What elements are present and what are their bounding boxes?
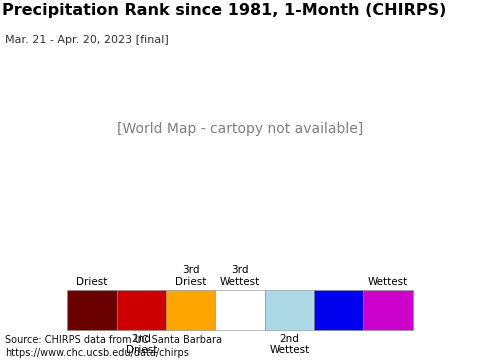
- Bar: [314, 290, 363, 330]
- Text: 3rd
Driest: 3rd Driest: [175, 265, 206, 287]
- Text: Source: CHIRPS data from UC Santa Barbara
https://www.chc.ucsb.edu/data/chirps: Source: CHIRPS data from UC Santa Barbar…: [5, 335, 222, 358]
- Bar: [117, 290, 166, 330]
- Bar: [264, 290, 314, 330]
- Bar: [166, 290, 216, 330]
- Bar: [363, 290, 413, 330]
- Bar: [67, 290, 117, 330]
- Text: Driest: Driest: [76, 277, 108, 287]
- Text: Mar. 21 - Apr. 20, 2023 [final]: Mar. 21 - Apr. 20, 2023 [final]: [5, 35, 168, 45]
- Text: 3rd
Wettest: 3rd Wettest: [220, 265, 260, 287]
- Text: [World Map - cartopy not available]: [World Map - cartopy not available]: [117, 122, 363, 136]
- Text: Precipitation Rank since 1981, 1-Month (CHIRPS): Precipitation Rank since 1981, 1-Month (…: [2, 3, 447, 17]
- Text: 2nd
Driest: 2nd Driest: [126, 334, 157, 355]
- Text: 2nd
Wettest: 2nd Wettest: [269, 334, 310, 355]
- Text: Wettest: Wettest: [368, 277, 408, 287]
- Bar: [216, 290, 264, 330]
